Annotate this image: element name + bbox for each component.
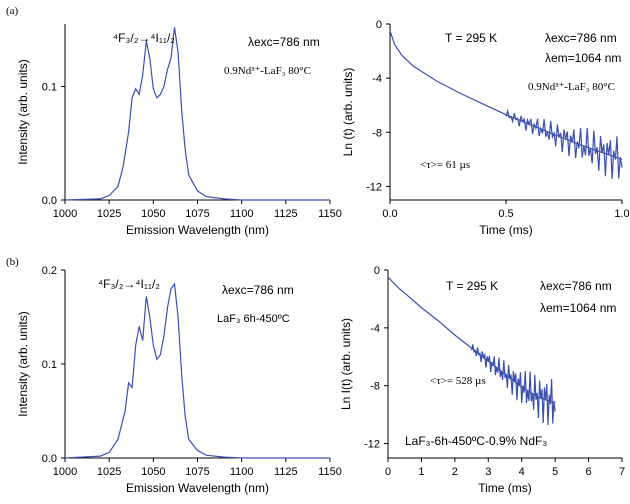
annotation-temperature: T = 295 K [445,31,497,45]
annotation-emission: λem=1064 nm [540,301,616,315]
x-tick-label: 6 [586,466,592,478]
x-tick-label: 0 [385,466,391,478]
annotation-sample: 0.9Nd³⁺-LaF₃ 80°C [224,65,311,77]
x-tick-label: 2 [452,466,458,478]
y-axis-label: Ln I(t) (arb. units) [339,318,353,410]
x-tick-label: 5 [552,466,558,478]
y-tick-label: 0.0 [42,195,57,207]
annotation-excitation: λexc=786 nm [540,279,612,293]
x-tick-label: 1100 [230,208,254,220]
noise-tail [505,108,623,179]
x-tick-label: 1025 [97,466,121,478]
x-tick-label: 1075 [185,466,209,478]
y-axis-label: Ln (t) (arb. units) [341,68,355,157]
annotation-excitation: λexc=786 nm [545,31,617,45]
y-tick-label: 0.1 [42,359,57,371]
y-tick-label: 0.0 [42,453,57,465]
x-tick-label: 0.0 [382,208,397,220]
y-tick-label: -4 [372,73,382,85]
y-tick-label: -8 [370,381,380,393]
y-axis-label: Intensity (arb. units) [16,311,30,416]
x-tick-label: 1075 [185,208,209,220]
annotation-transition: ⁴F₃/₂→⁴I₁₁/₂ [98,277,160,291]
x-axis-label: Time (ms) [478,481,532,495]
y-tick-label: 0.1 [42,81,57,93]
chart-a-em: 1000 1025 1050 1075 1100 1125 1150 0.0 0.1 Emissi… [16,24,342,237]
y-tick-label: -8 [372,127,382,139]
y-tick-label: 0 [376,19,382,31]
noise-tail [471,344,556,426]
annotation-emission: λem=1064 nm [545,51,621,65]
y-tick-label: -4 [370,323,380,335]
annotation-transition: ⁴F₃/₂→⁴I₁₁/₂ [113,31,175,45]
x-axis-label: Emission Wavelength (nm) [126,481,269,495]
panel-label-a: (a) [6,5,19,17]
series-line [64,27,330,201]
series-line [389,30,623,160]
annotation-lifetime: <τ>= 528 µs [430,375,486,387]
annotation-sample: LaF₃-6h-450ºC-0.9% NdF₃ [405,434,547,448]
x-tick-label: 4 [519,466,525,478]
series-line [64,282,330,459]
x-tick-label: 1.0 [614,208,629,220]
x-tick-label: 1050 [141,208,165,220]
x-tick-label: 1050 [141,466,165,478]
x-tick-label: 1000 [53,466,77,478]
y-tick-label: -12 [366,181,382,193]
x-tick-label: 1150 [318,208,342,220]
x-axis-label: Emission Wavelength (nm) [126,223,269,237]
annotation-excitation: λexc=786 nm [248,35,320,49]
annotation-excitation: λexc=786 nm [222,283,294,297]
annotation-lifetime: <τ>= 61 µs [420,159,470,171]
annotation-temperature: T = 295 K [446,279,498,293]
x-tick-label: 1025 [97,208,121,220]
chart-a-decay: 0.0 0.5 1.0 0 -4 -8 -12 Time (ms) Ln (t) (arb. u… [341,19,630,237]
x-tick-label: 0.5 [498,208,513,220]
annotation-sample: LaF₃ 6h-450ºC [217,313,290,325]
panel-label-b: (b) [6,256,19,268]
x-tick-label: 1 [418,466,424,478]
x-tick-label: 1150 [318,466,342,478]
x-tick-label: 1125 [274,466,298,478]
annotation-sample: 0.9Nd³⁺-LaF₃ 80°C [528,81,615,93]
chart-b-em: 1000 1025 1050 1075 1100 1125 1150 0.0 0.1 0.2 Emi… [16,265,342,495]
y-tick-label: 0.2 [42,265,57,277]
x-tick-label: 1100 [230,466,254,478]
chart-b-decay: 0 1 2 3 4 5 6 7 0 -4 -8 -12 Time (ms) Ln I(t) (arb. u… [339,265,625,495]
x-tick-label: 1125 [274,208,298,220]
x-tick-label: 3 [485,466,491,478]
y-tick-label: 0 [374,265,380,277]
y-axis-label: Intensity (arb. units) [16,59,30,164]
x-tick-label: 7 [619,466,625,478]
x-axis-label: Time (ms) [479,223,533,237]
y-tick-label: -12 [364,439,380,451]
x-tick-label: 1000 [53,208,77,220]
